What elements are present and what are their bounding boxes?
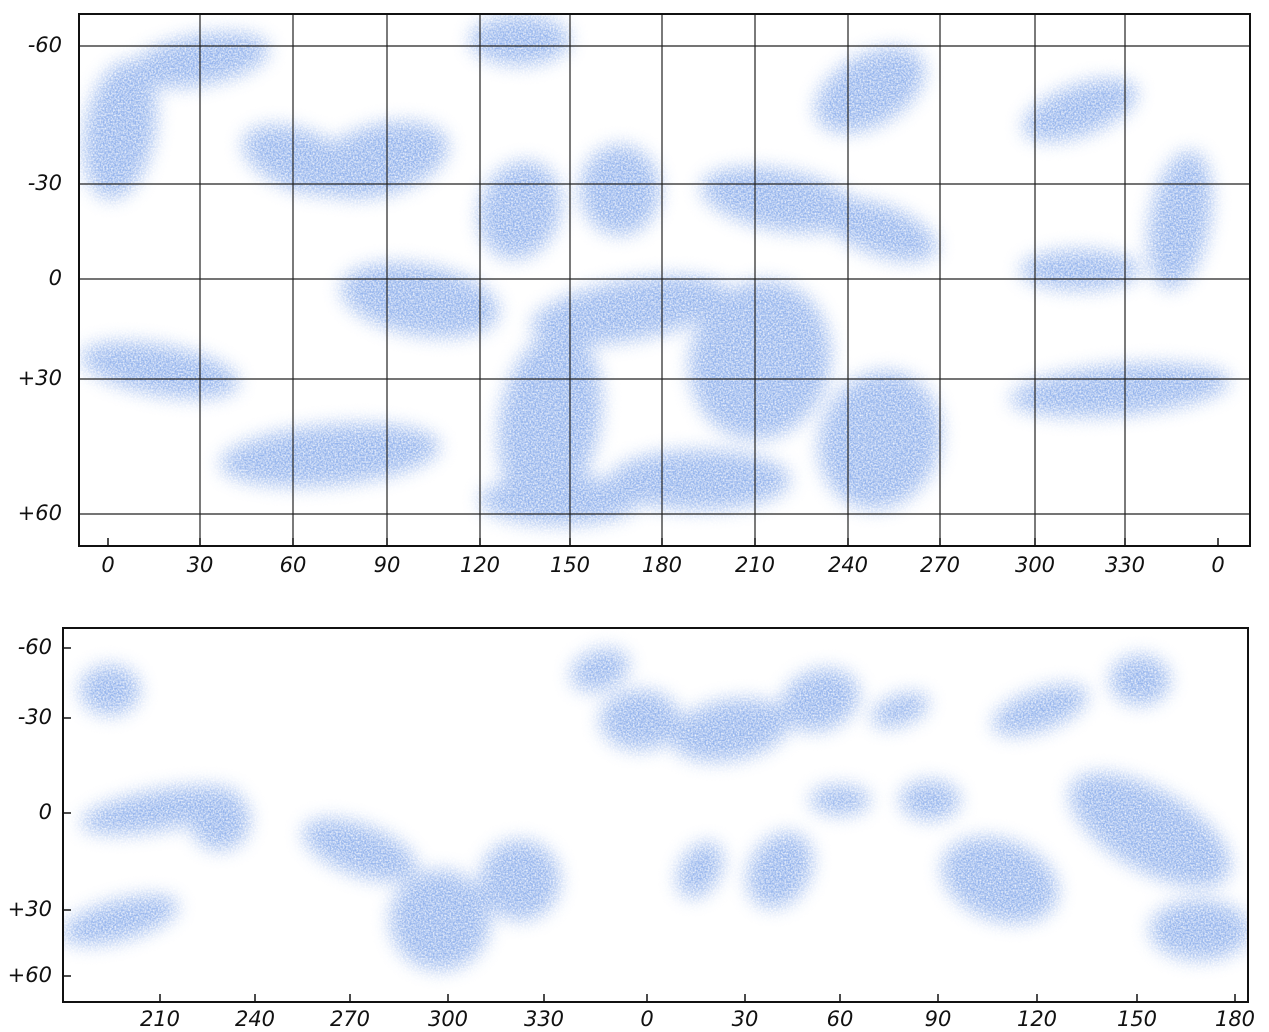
x-axis-label: 30 xyxy=(187,553,214,577)
cloud-blob xyxy=(390,870,490,970)
cloud-blob xyxy=(531,275,729,345)
x-axis-label: 270 xyxy=(330,1007,370,1031)
x-axis-label: 30 xyxy=(732,1007,759,1031)
cloud-blob xyxy=(1010,363,1230,417)
cloud-blob xyxy=(1150,900,1247,960)
cloud-blob xyxy=(311,121,449,199)
y-axis-label: 0 xyxy=(39,800,52,824)
cloud-blob xyxy=(822,198,938,262)
cloud-blob xyxy=(677,842,723,898)
cloud-features xyxy=(64,648,1247,970)
x-axis-label: 0 xyxy=(640,1007,653,1031)
y-axis-label: +60 xyxy=(18,501,62,525)
cloud-blob xyxy=(478,161,562,259)
x-axis-label: 300 xyxy=(1015,553,1055,577)
cloud-blob xyxy=(781,668,859,732)
cloud-blob xyxy=(470,15,570,65)
y-axis-label: -60 xyxy=(28,33,62,57)
y-axis-label: -30 xyxy=(18,705,52,729)
cloud-blob xyxy=(340,262,500,338)
x-axis-label: 90 xyxy=(925,1007,952,1031)
x-axis-label: 300 xyxy=(428,1007,468,1031)
top-map-frame xyxy=(78,13,1251,547)
cloud-blob xyxy=(80,665,140,715)
cloud-blob xyxy=(818,371,942,509)
cloud-blob xyxy=(992,684,1088,736)
x-axis-label: 150 xyxy=(550,553,590,577)
x-axis-label: 60 xyxy=(827,1007,854,1031)
cloud-blob xyxy=(941,837,1059,923)
x-axis-label: 120 xyxy=(460,553,500,577)
cloud-blob xyxy=(480,475,640,525)
x-axis-label: 150 xyxy=(1117,1007,1157,1031)
cloud-blob xyxy=(498,330,602,510)
y-axis-label: -30 xyxy=(28,171,62,195)
y-axis-label: -60 xyxy=(18,635,52,659)
cloud-blob xyxy=(480,840,560,920)
cloud-blob xyxy=(64,895,179,945)
y-axis-label: +30 xyxy=(18,366,62,390)
cloud-blob xyxy=(815,47,925,133)
bottom-map-frame xyxy=(62,627,1249,1003)
x-axis-label: 0 xyxy=(101,553,114,577)
x-axis-label: 210 xyxy=(735,553,775,577)
cloud-blob xyxy=(689,280,831,440)
y-axis-label: 0 xyxy=(49,266,62,290)
x-axis-label: 210 xyxy=(140,1007,180,1031)
cloud-blob xyxy=(1022,78,1138,142)
cloud-blob xyxy=(670,698,790,762)
cloud-blob xyxy=(1148,150,1212,290)
cloud-blob xyxy=(190,790,250,850)
cloud-blob xyxy=(220,423,440,487)
x-axis-label: 0 xyxy=(1211,553,1224,577)
cloud-blob xyxy=(747,832,813,908)
cloud-blob xyxy=(900,780,960,820)
x-axis-label: 180 xyxy=(1215,1007,1255,1031)
x-axis-label: 120 xyxy=(1017,1007,1057,1031)
cloud-blob xyxy=(81,785,239,835)
cloud-blob xyxy=(1110,655,1170,705)
cloud-blob xyxy=(570,648,630,692)
cloud-features xyxy=(81,15,1230,525)
cloud-blob xyxy=(871,692,929,728)
y-axis-label: +30 xyxy=(8,897,52,921)
x-axis-label: 240 xyxy=(235,1007,275,1031)
x-axis-label: 240 xyxy=(828,553,868,577)
x-axis-label: 60 xyxy=(280,553,307,577)
x-axis-label: 330 xyxy=(524,1007,564,1031)
cloud-blob xyxy=(81,341,239,399)
x-axis-label: 270 xyxy=(920,553,960,577)
cloud-blob xyxy=(600,690,680,750)
cloud-blob xyxy=(810,785,870,815)
cloud-blob xyxy=(610,450,790,510)
cloud-blob xyxy=(1069,773,1231,887)
x-axis-label: 330 xyxy=(1105,553,1145,577)
x-axis-label: 90 xyxy=(374,553,401,577)
x-axis-label: 180 xyxy=(642,553,682,577)
cloud-blob xyxy=(1020,250,1140,290)
cloud-blob xyxy=(83,60,157,200)
y-axis-label: +60 xyxy=(8,963,52,987)
cloud-blob xyxy=(580,145,660,235)
cloud-blob xyxy=(302,818,418,882)
